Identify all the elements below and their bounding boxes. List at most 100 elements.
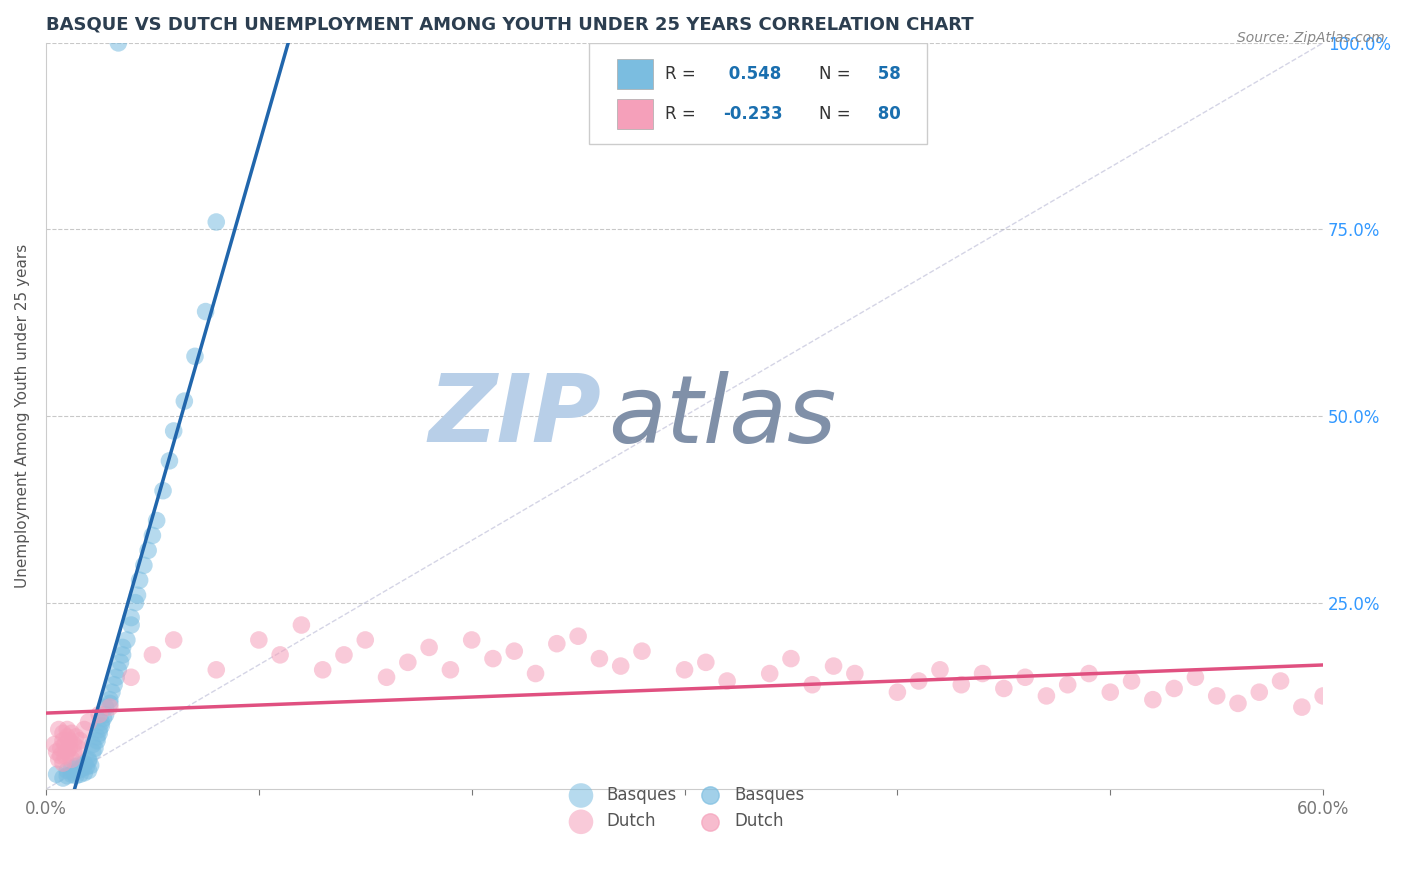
Dutch xyxy=(53,748,76,763)
Text: N =: N = xyxy=(818,65,855,83)
Basques xyxy=(45,767,67,781)
Basques xyxy=(107,36,129,50)
Dutch xyxy=(567,629,589,643)
Dutch xyxy=(631,644,654,658)
Dutch xyxy=(1270,673,1292,688)
Basques xyxy=(90,714,112,729)
Dutch xyxy=(716,673,738,688)
Dutch xyxy=(49,748,72,763)
Basques xyxy=(173,394,195,409)
Dutch xyxy=(48,723,70,737)
Dutch xyxy=(1227,697,1250,711)
Basques xyxy=(86,730,108,744)
Text: atlas: atlas xyxy=(607,370,837,461)
Basques xyxy=(93,711,115,725)
Dutch xyxy=(312,663,335,677)
Basques xyxy=(60,761,83,775)
Basques xyxy=(62,765,84,780)
Dutch xyxy=(77,714,100,729)
Dutch xyxy=(1014,670,1036,684)
Dutch xyxy=(333,648,356,662)
Basques xyxy=(132,558,155,573)
Basques xyxy=(101,685,124,699)
Basques xyxy=(77,752,100,766)
Basques xyxy=(89,723,111,737)
Dutch xyxy=(60,752,83,766)
Dutch xyxy=(844,666,866,681)
Dutch xyxy=(56,730,79,744)
Basques xyxy=(184,349,207,363)
Dutch xyxy=(1312,689,1334,703)
Dutch xyxy=(52,756,75,770)
Dutch xyxy=(929,663,952,677)
Dutch xyxy=(56,723,79,737)
Dutch xyxy=(1142,692,1164,706)
Legend: Basques, Dutch, Basques, Dutch: Basques, Dutch, Basques, Dutch xyxy=(558,780,811,837)
Dutch xyxy=(65,730,87,744)
Basques xyxy=(94,707,117,722)
Dutch xyxy=(56,745,79,759)
Text: 80: 80 xyxy=(872,104,901,123)
Dutch xyxy=(69,733,91,747)
Dutch xyxy=(269,648,291,662)
Dutch xyxy=(62,745,84,759)
Dutch xyxy=(439,663,461,677)
Basques xyxy=(105,670,128,684)
Basques xyxy=(82,738,104,752)
Dutch xyxy=(98,700,121,714)
Basques xyxy=(127,588,149,602)
Basques xyxy=(65,760,87,774)
Dutch xyxy=(45,745,67,759)
Basques xyxy=(115,632,138,647)
Basques xyxy=(107,663,129,677)
Dutch xyxy=(290,618,312,632)
Basques xyxy=(66,764,89,778)
Dutch xyxy=(58,733,80,747)
Dutch xyxy=(1333,707,1355,722)
Basques xyxy=(77,764,100,778)
Basques xyxy=(69,767,91,781)
Dutch xyxy=(58,741,80,756)
Basques xyxy=(120,618,142,632)
Basques xyxy=(79,758,101,772)
Basques xyxy=(73,756,96,770)
Text: 0.548: 0.548 xyxy=(723,65,782,83)
Dutch xyxy=(823,659,845,673)
Dutch xyxy=(886,685,908,699)
Dutch xyxy=(1291,700,1313,714)
Text: BASQUE VS DUTCH UNEMPLOYMENT AMONG YOUTH UNDER 25 YEARS CORRELATION CHART: BASQUE VS DUTCH UNEMPLOYMENT AMONG YOUTH… xyxy=(46,15,973,33)
Dutch xyxy=(588,651,610,665)
Basques xyxy=(111,640,134,655)
Dutch xyxy=(396,656,419,670)
Dutch xyxy=(1121,673,1143,688)
Dutch xyxy=(247,632,270,647)
Dutch xyxy=(48,752,70,766)
Dutch xyxy=(524,666,547,681)
Basques xyxy=(84,741,107,756)
Text: R =: R = xyxy=(665,104,702,123)
Basques xyxy=(56,769,79,783)
Dutch xyxy=(1099,685,1122,699)
Basques xyxy=(66,758,89,772)
Basques xyxy=(90,719,112,733)
Dutch xyxy=(62,738,84,752)
Basques xyxy=(145,514,167,528)
FancyBboxPatch shape xyxy=(617,99,652,128)
Dutch xyxy=(44,738,66,752)
Dutch xyxy=(503,644,526,658)
Basques xyxy=(94,700,117,714)
Text: R =: R = xyxy=(665,65,702,83)
Dutch xyxy=(73,723,96,737)
Dutch xyxy=(141,648,163,662)
Basques xyxy=(152,483,174,498)
Text: N =: N = xyxy=(818,104,855,123)
Basques xyxy=(65,769,87,783)
FancyBboxPatch shape xyxy=(589,43,927,144)
Basques xyxy=(98,692,121,706)
Text: 58: 58 xyxy=(872,65,901,83)
Basques xyxy=(82,745,104,759)
Dutch xyxy=(1035,689,1057,703)
Basques xyxy=(159,454,181,468)
Basques xyxy=(124,596,146,610)
Dutch xyxy=(205,663,228,677)
